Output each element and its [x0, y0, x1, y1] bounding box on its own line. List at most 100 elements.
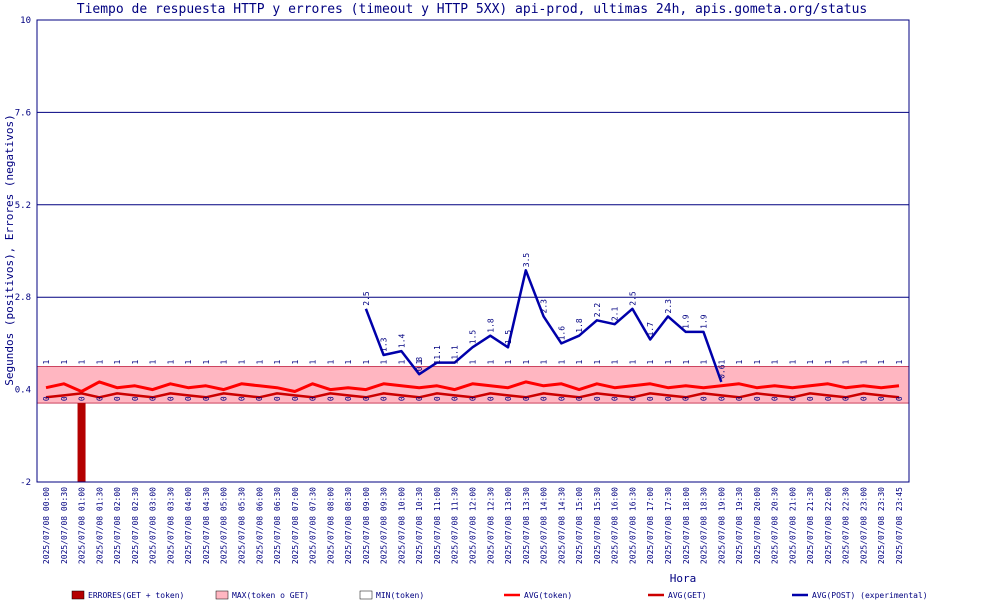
label-layer: 1010101010101010101010101010101010101010…: [42, 253, 904, 401]
x-tick-label: 2025/07/08 14:00: [540, 487, 549, 564]
x-tick-label: 2025/07/08 22:00: [824, 487, 833, 564]
post-value-label: 1.4: [397, 333, 406, 348]
post-value-label: 2.5: [362, 291, 371, 306]
x-tick-label: 2025/07/08 08:30: [344, 487, 353, 564]
max-value-label: 1: [113, 360, 122, 365]
min-value-label: 0: [575, 396, 584, 401]
min-value-label: 0: [149, 396, 158, 401]
post-value-label: 2.3: [540, 299, 549, 314]
min-value-label: 0: [255, 396, 264, 401]
x-tick-label: 2025/07/08 03:00: [149, 487, 158, 564]
min-value-label: 0: [451, 396, 460, 401]
y-tick-label: -2: [20, 478, 31, 488]
x-tick-label: 2025/07/08 10:30: [415, 487, 424, 564]
min-value-label: 0: [771, 396, 780, 401]
x-tick-label: 2025/07/08 02:30: [131, 487, 140, 564]
post-value-label: 0.8: [415, 357, 424, 372]
x-tick-label: 2025/07/08 00:00: [42, 487, 51, 564]
min-value-label: 0: [842, 396, 851, 401]
x-tick-label: 2025/07/08 07:30: [309, 487, 318, 564]
max-value-label: 1: [326, 360, 335, 365]
min-value-label: 0: [291, 396, 300, 401]
max-value-label: 1: [557, 360, 566, 365]
x-tick-label: 2025/07/08 15:30: [593, 487, 602, 564]
min-value-label: 0: [220, 396, 229, 401]
x-tick-label: 2025/07/08 20:00: [753, 487, 762, 564]
x-tick-label: 2025/07/08 07:00: [291, 487, 300, 564]
min-value-label: 0: [166, 396, 175, 401]
x-tick-label: 2025/07/08 14:30: [557, 487, 566, 564]
legend: ERRORES(GET + token) MAX(token o GET) MI…: [71, 590, 928, 600]
avg-token-line: [45, 380, 900, 393]
min-value-label: 0: [95, 396, 104, 401]
max-value-label: 1: [291, 360, 300, 365]
line-layer: [45, 269, 900, 399]
x-tick-label: 2025/07/08 09:00: [362, 487, 371, 564]
min-value-label: 0: [131, 396, 140, 401]
max-value-label: 1: [237, 360, 246, 365]
legend-label-errors: ERRORES(GET + token): [88, 591, 184, 600]
max-value-label: 1: [522, 360, 531, 365]
max-value-label: 1: [220, 360, 229, 365]
x-tick-label: 2025/07/08 12:30: [486, 487, 495, 564]
max-value-label: 1: [628, 360, 637, 365]
post-value-label: 3.5: [522, 253, 531, 268]
x-tick-label: 2025/07/08 23:45: [895, 487, 904, 564]
max-value-label: 1: [486, 360, 495, 365]
x-tick-label: 2025/07/08 15:00: [575, 487, 584, 564]
min-value-label: 0: [42, 396, 51, 401]
min-value-label: 0: [273, 396, 282, 401]
x-tick-label: 2025/07/08 22:30: [842, 487, 851, 564]
x-tick-label: 2025/07/08 11:00: [433, 487, 442, 564]
min-value-label: 0: [113, 396, 122, 401]
min-value-label: 0: [593, 396, 602, 401]
max-value-label: 1: [202, 360, 211, 365]
max-value-label: 1: [78, 360, 87, 365]
avg-get-line: [45, 392, 900, 399]
min-value-label: 0: [237, 396, 246, 401]
chart-title: Tiempo de respuesta HTTP y errores (time…: [77, 2, 868, 17]
min-value-label: 0: [753, 396, 762, 401]
legend-label-avg-token: AVG(token): [524, 591, 572, 600]
avg-post-line: [364, 269, 723, 383]
max-value-label: 1: [415, 360, 424, 365]
max-value-label: 1: [877, 360, 886, 365]
min-value-label: 0: [486, 396, 495, 401]
max-value-label: 1: [184, 360, 193, 365]
post-value-label: 1.7: [646, 322, 655, 337]
x-tick-label: 2025/07/08 17:30: [664, 487, 673, 564]
max-value-label: 1: [575, 360, 584, 365]
max-value-label: 1: [131, 360, 140, 365]
xtick-layer: 2025/07/08 00:00 2025/07/08 00:30 2025/07/…: [42, 487, 904, 564]
error-layer: [77, 403, 86, 482]
max-value-label: 1: [362, 360, 371, 365]
x-tick-label: 2025/07/08 00:30: [60, 487, 69, 564]
y-tick-label: 2.8: [15, 293, 31, 303]
x-tick-label: 2025/07/08 05:30: [237, 487, 246, 564]
min-value-label: 0: [362, 396, 371, 401]
min-value-label: 0: [682, 396, 691, 401]
post-value-label: 1.1: [451, 345, 460, 360]
min-value-label: 0: [824, 396, 833, 401]
y-tick-label: 0.4: [15, 386, 31, 396]
post-value-label: 1.6: [557, 326, 566, 341]
x-tick-label: 2025/07/08 13:00: [504, 487, 513, 564]
legend-label-min: MIN(token): [376, 591, 424, 600]
x-axis-label: Hora: [670, 572, 697, 585]
max-value-label: 1: [540, 360, 549, 365]
post-value-label: 1.9: [700, 314, 709, 329]
x-tick-label: 2025/07/08 05:00: [220, 487, 229, 564]
post-value-label: 1.8: [486, 318, 495, 333]
post-value-label: 2.5: [628, 291, 637, 306]
x-tick-label: 2025/07/08 21:30: [806, 487, 815, 564]
post-value-label: 1.5: [469, 330, 478, 345]
x-tick-label: 2025/07/08 13:30: [522, 487, 531, 564]
min-value-label: 0: [700, 396, 709, 401]
max-value-label: 1: [149, 360, 158, 365]
x-tick-label: 2025/07/08 01:00: [78, 487, 87, 564]
max-value-label: 1: [273, 360, 282, 365]
min-value-label: 0: [522, 396, 531, 401]
x-tick-label: 2025/07/08 04:00: [184, 487, 193, 564]
y-tick-label: 7.6: [15, 108, 31, 118]
